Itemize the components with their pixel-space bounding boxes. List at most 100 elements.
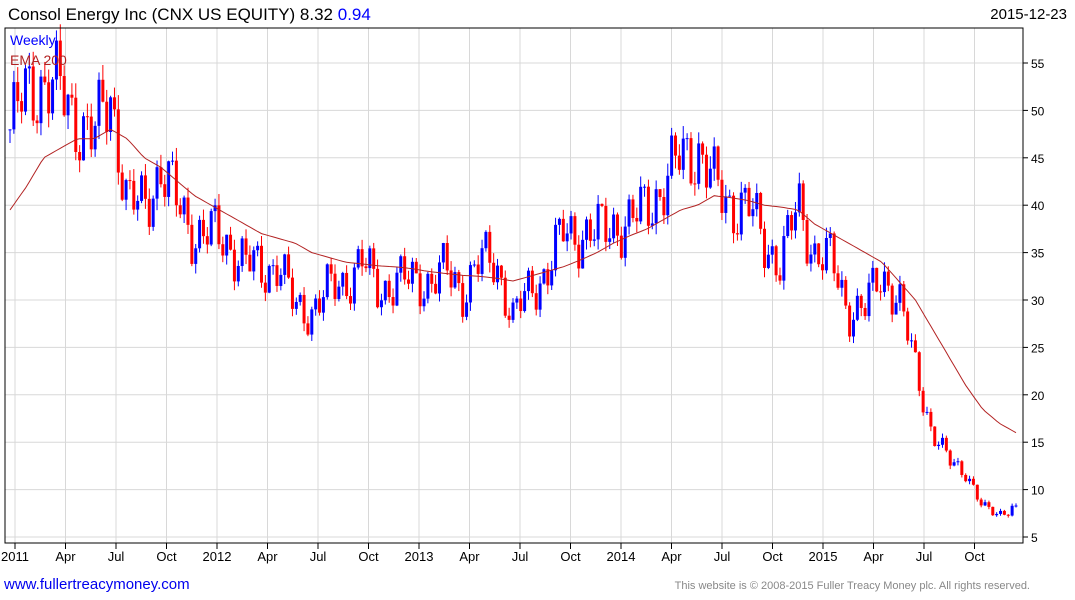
candle-body <box>968 478 972 482</box>
candle-body <box>704 154 708 188</box>
x-tick-label: Oct <box>358 549 379 564</box>
candle-body <box>62 76 66 116</box>
candle-body <box>27 66 31 69</box>
candle-body <box>484 231 488 249</box>
y-tick-label: 40 <box>1031 199 1045 213</box>
candle-body <box>240 238 244 266</box>
candle-body <box>39 76 43 124</box>
candle-body <box>74 97 78 153</box>
candle-body <box>581 239 585 269</box>
candle-body <box>31 66 35 121</box>
candle-body <box>209 211 213 245</box>
x-tick-label: Apr <box>257 549 278 564</box>
candle-body <box>445 243 449 271</box>
y-tick-label: 50 <box>1031 104 1045 118</box>
candle-body <box>163 184 167 197</box>
candle-body <box>414 261 418 274</box>
website-link[interactable]: www.fullertreacymoney.com <box>4 576 190 593</box>
candle-body <box>306 323 310 335</box>
candle-body <box>368 248 372 269</box>
candle-body <box>132 180 136 210</box>
candle-body <box>886 271 890 286</box>
candle-body <box>933 426 937 447</box>
candle-body <box>615 214 619 236</box>
candle-body <box>875 267 879 292</box>
candle-body <box>577 244 581 269</box>
candle-body <box>917 352 921 391</box>
candle-body <box>82 116 86 161</box>
candle-body <box>267 265 271 293</box>
candle-body <box>453 272 457 288</box>
candle-body <box>147 198 151 227</box>
x-tick-label: Apr <box>661 549 682 564</box>
candle-body <box>619 235 623 258</box>
x-tick-label: Apr <box>55 549 76 564</box>
candle-body <box>356 249 360 268</box>
candle-body <box>809 254 813 264</box>
candle-body <box>995 513 999 516</box>
candle-body <box>979 499 983 506</box>
candle-body <box>171 160 175 162</box>
candle-body <box>20 101 24 112</box>
candle-body <box>399 256 403 273</box>
legend-weekly: Weekly <box>10 32 56 48</box>
x-tick-label: 2012 <box>203 549 232 564</box>
candle-body <box>341 272 345 287</box>
candle-body <box>112 97 116 110</box>
candle-body <box>66 94 70 116</box>
candle-body <box>43 76 47 83</box>
candle-body <box>376 268 380 308</box>
x-tick-label: 2011 <box>1 549 29 564</box>
candle-body <box>813 243 817 255</box>
candle-body <box>321 297 325 313</box>
candle-body <box>294 301 298 309</box>
candle-body <box>178 205 182 215</box>
candle-body <box>747 187 751 217</box>
candle-body <box>457 272 461 284</box>
candle-body <box>496 265 500 283</box>
candle-body <box>987 502 991 507</box>
candle-body <box>480 248 484 274</box>
candle-body <box>805 220 809 264</box>
candle-body <box>89 116 93 150</box>
chart-title: Consol Energy Inc (CNX US EQUITY) 8.32 0… <box>8 5 371 25</box>
candle-body <box>201 219 205 237</box>
candle-body <box>689 138 693 184</box>
candle-body <box>879 291 883 293</box>
candle-body <box>778 275 782 281</box>
candle-body <box>948 450 952 466</box>
candle-body <box>596 203 600 240</box>
candle-body <box>631 199 635 218</box>
candle-body <box>786 215 790 237</box>
candle-body <box>232 249 236 282</box>
candle-body <box>766 254 770 268</box>
candle-body <box>120 172 124 200</box>
candle-body <box>971 478 975 485</box>
candle-body <box>828 233 832 238</box>
candle-body <box>674 135 678 156</box>
candle-body <box>225 234 229 256</box>
candle-body <box>503 277 507 316</box>
y-tick-label: 45 <box>1031 152 1045 166</box>
candle-body <box>159 167 163 185</box>
candle-body <box>728 195 732 197</box>
y-tick-label: 35 <box>1031 247 1045 261</box>
candle-body <box>530 270 534 294</box>
candle-body <box>217 205 221 245</box>
candle-body <box>797 183 801 213</box>
candle-body <box>627 199 631 227</box>
candle-body <box>871 267 875 283</box>
candle-body <box>252 250 256 272</box>
y-tick-label: 25 <box>1031 341 1045 355</box>
candle-body <box>271 265 275 267</box>
candle-body <box>643 186 647 188</box>
candle-body <box>855 295 859 320</box>
candle-body <box>724 196 728 213</box>
candle-body <box>662 197 666 216</box>
candle-body <box>732 195 736 234</box>
candle-body <box>35 120 39 124</box>
candle-body <box>472 264 476 266</box>
candle-body <box>136 200 140 210</box>
candle-body <box>213 205 217 212</box>
candle-body <box>554 224 558 271</box>
